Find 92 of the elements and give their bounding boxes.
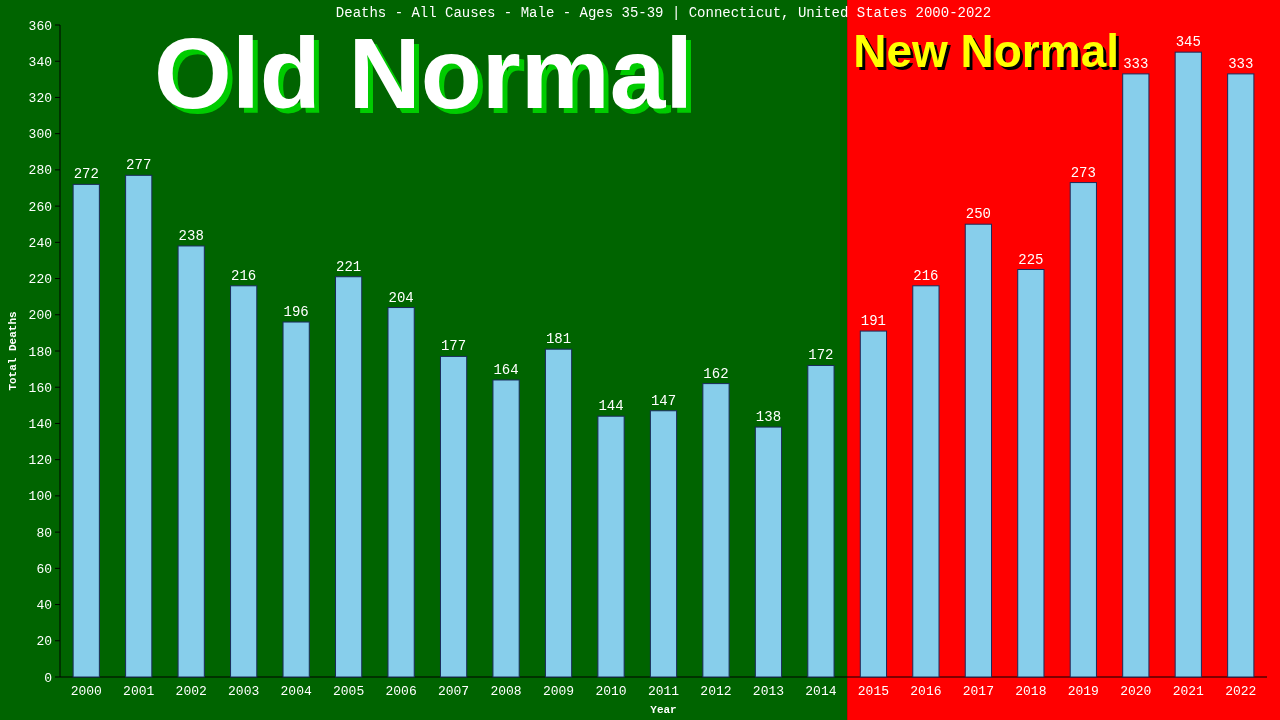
data-label: 272: [73, 166, 99, 183]
bar: [859, 330, 888, 678]
data-label: 238: [178, 227, 204, 244]
y-tick-label: 300: [28, 127, 52, 143]
x-tick-label: 2000: [70, 684, 102, 699]
data-label: 333: [1123, 55, 1149, 72]
x-tick-label: 2010: [595, 684, 627, 699]
bar: [1017, 269, 1045, 678]
data-label: 333: [1228, 55, 1254, 72]
x-tick-label: 2004: [280, 684, 312, 699]
y-tick-label: 180: [28, 344, 52, 360]
x-tick-label: 2019: [1067, 684, 1099, 699]
bar: [649, 410, 678, 678]
x-tick-label: 2012: [700, 684, 732, 699]
x-tick-label: 2007: [437, 684, 470, 699]
x-tick-label: 2001: [123, 684, 155, 699]
y-tick-label: 0: [44, 670, 52, 686]
y-tick-label: 60: [36, 561, 52, 577]
data-label: 204: [388, 289, 414, 306]
y-tick-label: 220: [28, 272, 52, 288]
bar: [702, 383, 730, 678]
y-tick-label: 80: [36, 525, 52, 541]
x-tick-label: 2006: [385, 684, 417, 699]
data-label: 216: [913, 267, 939, 284]
x-tick-label: 2009: [542, 684, 575, 699]
y-tick-label: 340: [28, 54, 52, 70]
x-tick-label: 2018: [1015, 684, 1047, 699]
bar: [230, 285, 258, 678]
y-tick-label: 200: [28, 308, 52, 324]
data-label: 144: [598, 398, 624, 415]
bar: [1122, 73, 1150, 678]
bar: [492, 379, 520, 678]
data-label: 196: [283, 304, 309, 321]
data-label: 162: [703, 365, 729, 382]
data-label: 216: [231, 267, 257, 284]
data-label: 138: [755, 409, 782, 426]
y-tick-label: 320: [28, 90, 52, 106]
bar: [1069, 182, 1097, 678]
data-label: 250: [965, 206, 991, 223]
x-tick-label: 2013: [752, 684, 785, 699]
y-tick-label: 160: [28, 380, 52, 396]
y-tick-label: 100: [28, 489, 52, 505]
x-tick-label: 2002: [175, 684, 207, 699]
y-tick-label: 280: [28, 163, 52, 179]
y-tick-label: 360: [28, 18, 52, 34]
x-axis-title: Year: [650, 704, 677, 716]
x-tick-label: 2020: [1120, 684, 1152, 699]
bar: [387, 307, 415, 678]
bar: [335, 276, 363, 678]
bar: [282, 321, 310, 678]
bar: [439, 355, 468, 678]
x-tick-label: 2008: [490, 684, 522, 699]
data-label: 345: [1175, 34, 1201, 51]
x-tick-label: 2005: [333, 684, 365, 699]
bar: [125, 174, 153, 678]
data-label: 191: [860, 313, 887, 330]
bar: [807, 364, 835, 678]
band-label: New Normal: [853, 25, 1120, 77]
data-label: 164: [493, 361, 519, 378]
bar: [1227, 73, 1255, 678]
x-tick-label: 2015: [857, 684, 890, 699]
data-label: 177: [440, 338, 467, 355]
bar: [544, 348, 573, 678]
y-tick-label: 20: [36, 634, 52, 650]
y-tick-label: 140: [28, 416, 52, 432]
x-tick-label: 2014: [805, 684, 837, 699]
bar: [597, 415, 625, 678]
bar: [1174, 51, 1202, 678]
data-label: 181: [545, 331, 572, 348]
y-tick-label: 120: [28, 453, 52, 469]
x-tick-label: 2022: [1225, 684, 1257, 699]
x-tick-label: 2003: [228, 684, 260, 699]
data-label: 225: [1018, 251, 1044, 268]
bar: [964, 223, 992, 678]
x-tick-label: 2021: [1172, 684, 1205, 699]
y-axis-title: Total Deaths: [7, 311, 19, 391]
bar: [72, 183, 100, 678]
bar: [754, 426, 783, 678]
y-tick-label: 40: [36, 598, 52, 614]
y-tick-label: 240: [28, 235, 52, 251]
data-label: 221: [336, 258, 362, 275]
data-label: 273: [1070, 164, 1096, 181]
x-tick-label: 2017: [962, 684, 994, 699]
bar: [177, 245, 205, 678]
data-label: 277: [126, 157, 152, 174]
x-tick-label: 2016: [910, 684, 942, 699]
x-tick-label: 2011: [647, 684, 680, 699]
data-label: 172: [808, 347, 834, 364]
y-tick-label: 260: [28, 199, 52, 215]
bar: [912, 285, 940, 678]
chart-title: Deaths - All Causes - Male - Ages 35-39 | Connecticut, United States 2000-2022: [335, 5, 992, 21]
data-label: 147: [650, 392, 677, 409]
